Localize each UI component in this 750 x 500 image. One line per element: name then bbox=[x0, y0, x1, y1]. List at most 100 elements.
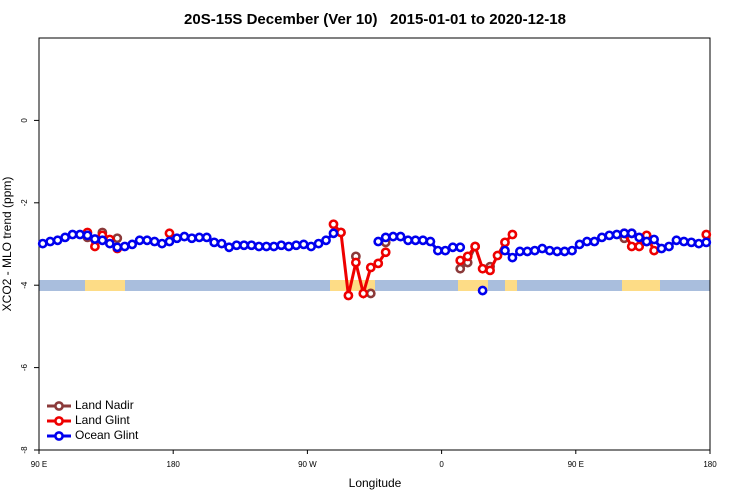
data-point bbox=[552, 246, 563, 257]
data-point bbox=[477, 263, 488, 274]
data-point bbox=[239, 240, 249, 251]
data-point bbox=[127, 239, 138, 250]
data-point bbox=[157, 238, 167, 249]
data-point bbox=[164, 228, 175, 239]
data-point bbox=[194, 232, 205, 243]
data-point bbox=[455, 242, 466, 253]
data-point bbox=[246, 240, 257, 251]
data-point bbox=[283, 241, 294, 252]
data-point bbox=[477, 285, 488, 296]
data-point bbox=[261, 241, 272, 252]
data-point bbox=[582, 236, 592, 247]
data-point bbox=[522, 246, 533, 257]
data-point bbox=[507, 252, 518, 263]
data-point bbox=[231, 240, 242, 251]
data-point bbox=[686, 237, 697, 248]
data-point bbox=[693, 238, 704, 249]
data-point bbox=[365, 262, 376, 273]
x-tick-label: 90 E bbox=[568, 460, 584, 469]
x-tick-label: 90 W bbox=[298, 460, 317, 469]
x-tick-label: 180 bbox=[703, 460, 717, 469]
data-point bbox=[559, 246, 570, 257]
x-axis-label: Longitude bbox=[349, 476, 402, 490]
data-point bbox=[186, 233, 197, 244]
data-point bbox=[492, 250, 503, 261]
y-tick-label: -8 bbox=[20, 446, 29, 454]
data-point bbox=[455, 255, 466, 266]
data-point bbox=[380, 247, 391, 258]
data-point bbox=[485, 265, 495, 276]
legend-label: Land Nadir bbox=[75, 398, 134, 412]
data-point bbox=[701, 229, 712, 240]
data-point bbox=[216, 238, 227, 249]
chart-title: 20S-15S December (Ver 10) 2015-01-01 to … bbox=[184, 11, 566, 28]
data-point bbox=[626, 241, 637, 252]
data-point bbox=[134, 235, 145, 246]
data-point bbox=[596, 232, 607, 243]
data-point bbox=[656, 243, 667, 254]
data-point bbox=[395, 231, 406, 242]
data-point bbox=[119, 241, 130, 252]
data-point bbox=[149, 236, 160, 247]
data-point bbox=[112, 233, 123, 244]
data-point bbox=[514, 246, 525, 257]
data-point bbox=[500, 237, 510, 248]
y-tick-label: -2 bbox=[20, 199, 29, 207]
data-point bbox=[328, 219, 339, 230]
land-band bbox=[622, 280, 660, 291]
data-point bbox=[626, 228, 637, 239]
data-point bbox=[649, 234, 659, 245]
data-point bbox=[75, 229, 85, 240]
data-point bbox=[104, 238, 115, 249]
x-tick-label: 0 bbox=[439, 460, 444, 469]
data-point bbox=[380, 232, 391, 243]
data-point bbox=[67, 229, 78, 240]
data-point bbox=[52, 235, 63, 246]
land-band bbox=[330, 280, 375, 291]
data-point bbox=[60, 232, 70, 243]
data-point bbox=[567, 245, 577, 256]
x-tick-label: 180 bbox=[167, 460, 181, 469]
data-point bbox=[201, 232, 212, 243]
data-point bbox=[254, 241, 264, 252]
data-point bbox=[90, 234, 100, 244]
data-point bbox=[500, 245, 510, 256]
data-point bbox=[373, 236, 384, 247]
data-point bbox=[701, 237, 712, 248]
legend-label: Ocean Glint bbox=[75, 428, 139, 442]
data-point bbox=[343, 290, 354, 301]
land-band bbox=[458, 280, 488, 291]
data-point bbox=[373, 258, 384, 269]
data-point bbox=[403, 235, 413, 246]
data-point bbox=[634, 241, 645, 252]
data-point bbox=[268, 241, 279, 252]
legend-marker bbox=[54, 431, 64, 441]
data-point bbox=[291, 240, 302, 251]
data-point bbox=[664, 241, 674, 252]
data-point bbox=[507, 229, 518, 240]
data-point bbox=[619, 228, 630, 239]
data-point bbox=[440, 245, 451, 256]
data-point bbox=[321, 235, 331, 246]
legend-label: Land Glint bbox=[75, 413, 130, 427]
data-point bbox=[388, 231, 399, 242]
y-tick-label: -6 bbox=[20, 363, 29, 371]
data-point bbox=[112, 242, 123, 253]
data-point bbox=[432, 245, 443, 256]
data-point bbox=[306, 241, 317, 252]
data-point bbox=[313, 238, 324, 249]
data-point bbox=[224, 242, 235, 253]
data-point bbox=[164, 236, 175, 247]
y-axis-label: XCO2 - MLO trend (ppm) bbox=[0, 177, 14, 312]
data-point bbox=[544, 245, 555, 256]
data-point bbox=[447, 242, 458, 253]
data-point bbox=[37, 238, 48, 249]
data-point bbox=[470, 241, 481, 252]
data-point bbox=[611, 229, 622, 240]
y-tick-label: -4 bbox=[20, 281, 29, 289]
legend-marker bbox=[54, 401, 64, 411]
data-point bbox=[179, 231, 190, 242]
y-tick-label: 0 bbox=[20, 118, 29, 123]
data-point bbox=[365, 288, 376, 299]
